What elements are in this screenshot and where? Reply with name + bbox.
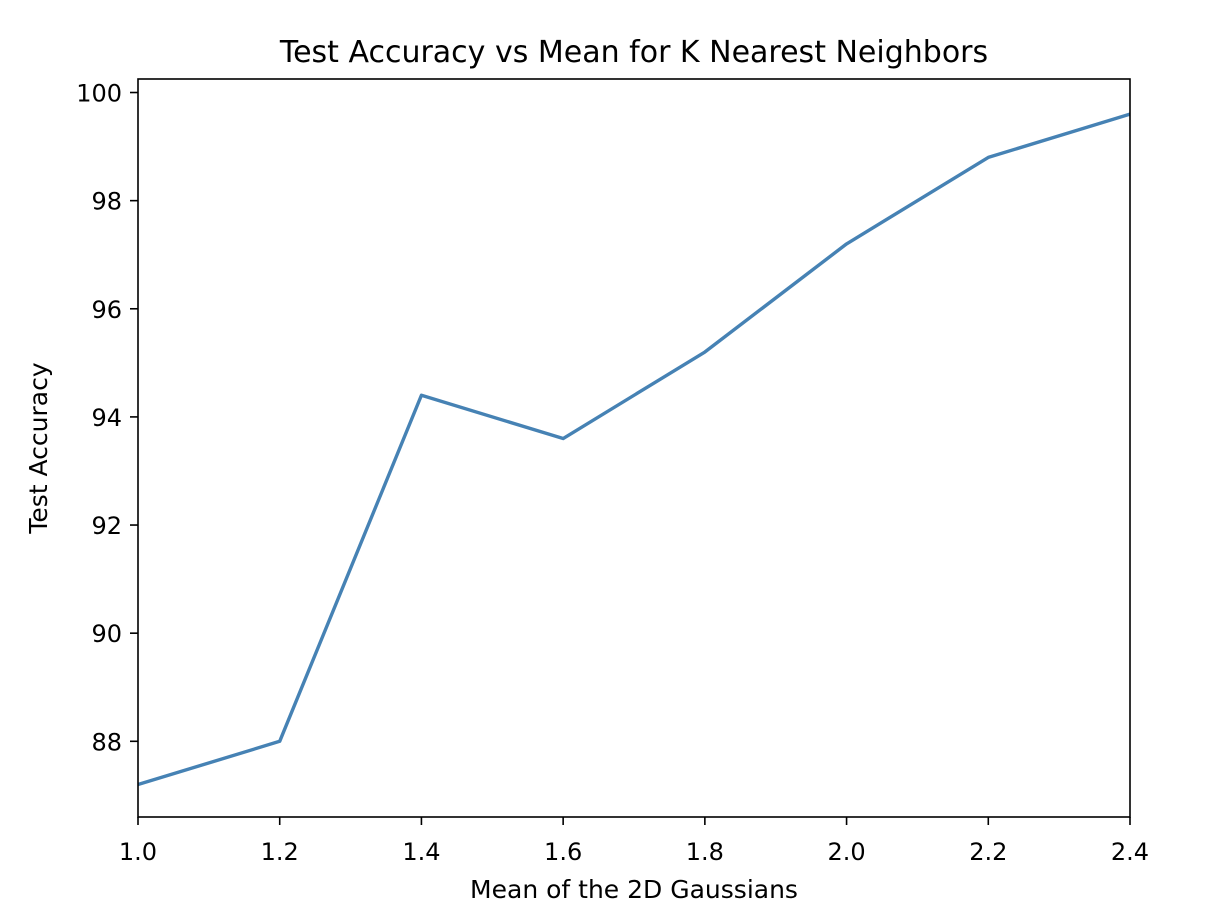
x-tick-label: 1.4 (402, 838, 440, 866)
y-tick-label: 100 (76, 80, 122, 108)
x-tick-label: 2.2 (969, 838, 1007, 866)
x-tick-label: 2.0 (827, 838, 865, 866)
x-axis-label: Mean of the 2D Gaussians (470, 875, 798, 904)
y-tick-label: 96 (91, 296, 122, 324)
y-tick-label: 94 (91, 404, 122, 432)
chart-title: Test Accuracy vs Mean for K Nearest Neig… (279, 35, 988, 70)
y-tick-label: 90 (91, 620, 122, 648)
x-tick-label: 1.2 (261, 838, 299, 866)
plot-area (137, 112, 1131, 787)
x-axis: 1.0 1.2 1.4 1.6 1.8 2.0 2.2 2.4 (119, 817, 1149, 866)
x-tick-label: 1.8 (686, 838, 724, 866)
y-tick-label: 92 (91, 512, 122, 540)
x-tick-label: 2.4 (1111, 838, 1149, 866)
y-axis-label: Test Accuracy (24, 362, 53, 535)
y-tick-label: 98 (91, 188, 122, 216)
y-tick-label: 88 (91, 728, 122, 756)
axes-frame (137, 78, 1131, 818)
series-line-0 (137, 112, 1131, 787)
x-tick-label: 1.6 (544, 838, 582, 866)
x-tick-label: 1.0 (119, 838, 157, 866)
y-axis: 88 90 92 94 96 98 100 (76, 80, 138, 756)
